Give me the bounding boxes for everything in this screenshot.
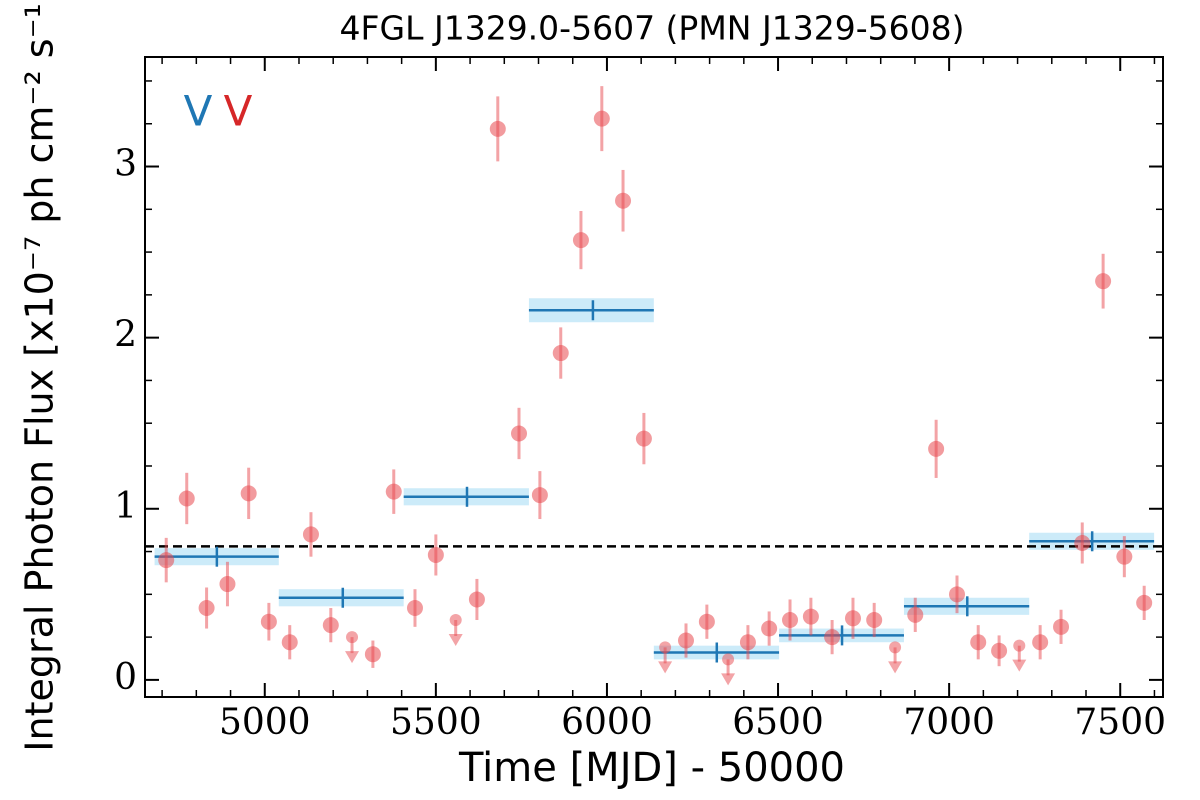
data-point xyxy=(322,617,339,634)
data-point xyxy=(364,646,381,663)
data-point xyxy=(677,632,694,649)
data-point xyxy=(761,620,778,637)
data-point xyxy=(281,634,298,651)
upper-limit-arrow xyxy=(345,651,360,664)
data-point xyxy=(406,600,423,617)
upper-limit-arrow xyxy=(658,661,673,674)
upper-limit-arrow xyxy=(448,633,463,646)
data-point xyxy=(907,606,924,623)
data-point xyxy=(1053,618,1070,635)
data-point xyxy=(385,483,402,500)
upper-limit-point xyxy=(346,631,359,644)
data-point xyxy=(1136,594,1153,611)
data-point xyxy=(158,552,175,569)
data-point xyxy=(928,440,945,457)
upper-limit-point xyxy=(659,641,672,654)
data-point xyxy=(1116,548,1133,565)
data-point xyxy=(552,345,569,362)
upper-limit-arrow xyxy=(1012,659,1027,672)
data-point xyxy=(531,487,548,504)
data-point xyxy=(302,526,319,543)
data-point xyxy=(739,634,756,651)
legend-label: V xyxy=(224,87,253,136)
data-point xyxy=(178,490,195,507)
data-point xyxy=(260,613,277,630)
x-tick-label: 5000 xyxy=(219,702,311,743)
data-point xyxy=(866,611,883,628)
data-point xyxy=(572,232,589,249)
data-point xyxy=(1032,634,1049,651)
plot-frame xyxy=(144,56,1164,698)
data-point xyxy=(511,425,528,442)
data-point xyxy=(844,610,861,627)
upper-limit-point xyxy=(722,653,735,666)
data-point xyxy=(802,608,819,625)
upper-limit-arrow xyxy=(721,673,736,686)
y-tick-label: 2 xyxy=(114,315,137,356)
data-point xyxy=(698,613,715,630)
data-point xyxy=(1074,534,1091,551)
x-tick-label: 7500 xyxy=(1074,702,1166,743)
data-point xyxy=(824,629,841,646)
data-point xyxy=(593,110,610,127)
upper-limit-arrow xyxy=(888,661,903,674)
y-tick-label: 3 xyxy=(114,144,137,185)
upper-limit-point xyxy=(889,641,902,654)
legend-label: V xyxy=(184,87,213,136)
data-point xyxy=(991,642,1008,659)
data-point xyxy=(219,576,236,593)
upper-limit-point xyxy=(449,613,462,626)
data-point xyxy=(240,485,257,502)
x-tick-label: 6000 xyxy=(561,702,653,743)
x-axis-label: Time [MJD] - 50000 xyxy=(458,745,845,791)
data-point xyxy=(615,192,632,209)
y-tick-label: 1 xyxy=(114,486,137,527)
y-axis-label: Integral Photon Flux [x10⁻⁷ ph cm⁻² s⁻¹] xyxy=(18,0,62,752)
data-point xyxy=(489,120,506,137)
data-point xyxy=(949,586,966,603)
data-point xyxy=(427,546,444,563)
data-point xyxy=(468,591,485,608)
x-tick-label: 6500 xyxy=(732,702,824,743)
data-point xyxy=(1095,273,1112,290)
data-point xyxy=(635,430,652,447)
upper-limit-point xyxy=(1013,639,1026,652)
y-tick-label: 0 xyxy=(114,657,137,698)
chart-title: 4FGL J1329.0-5607 (PMN J1329-5608) xyxy=(340,9,965,48)
x-tick-label: 5500 xyxy=(390,702,482,743)
x-tick-label: 7000 xyxy=(903,702,995,743)
data-point xyxy=(782,611,799,628)
data-point xyxy=(198,600,215,617)
data-point xyxy=(970,634,987,651)
